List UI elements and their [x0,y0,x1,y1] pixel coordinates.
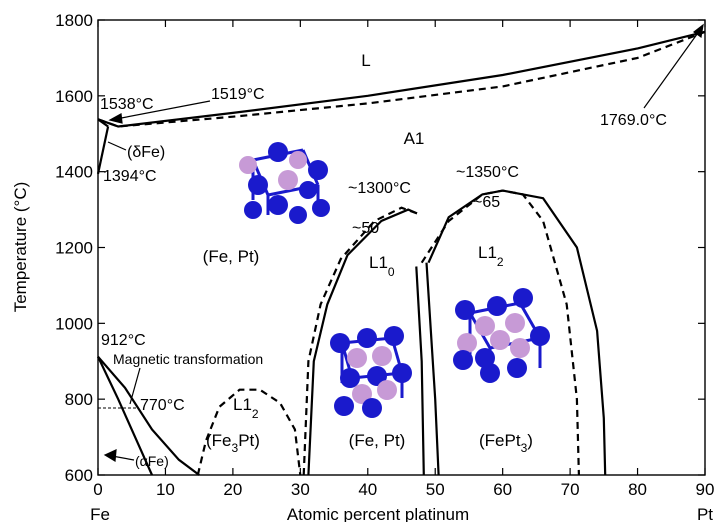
x-tick-label: 0 [93,480,102,499]
x-tick-label: 30 [291,480,310,499]
phase-delta-fe: (δFe) [127,144,165,161]
phase-boundaries [96,30,706,476]
axis-ticks: 0 10 20 30 40 50 60 70 80 90 600 800 1000 1200 1400 160… [55,11,714,499]
label-1394: 1394°C [103,168,157,185]
label-1300: ~1300°C [348,180,411,197]
x-tick-label: 60 [493,480,512,499]
curve-delta-lower [96,126,110,175]
arrow-1519 [115,100,211,120]
phase-alpha-fe: (αFe) [135,453,169,469]
arrow-magnetic [129,367,141,405]
arrowhead-1769 [692,23,704,39]
phase-fe3pt: (Fe3Pt) [206,431,260,455]
annotation-arrows [98,23,704,463]
phase-fe-pt-ordered: (Fe, Pt) [349,431,406,450]
curve-l10-left-solid [307,208,418,476]
curve-l10-right [415,266,425,476]
phase-fe-pt-a1: (Fe, Pt) [203,247,260,266]
plot-frame [97,19,706,476]
curve-delta-upper [97,118,109,128]
curve-alpha-boundary-1 [97,355,200,476]
curve-l12-inner [425,262,440,476]
arrow-delta-fe [107,141,127,151]
y-tick-label: 1000 [55,314,93,333]
label-912: 912°C [101,332,146,349]
x-tick-label: 20 [223,480,242,499]
y-tick-label: 600 [65,466,93,485]
phase-l12-right: L12 [478,243,504,269]
y-tick-label: 1400 [55,163,93,182]
curve-l12-right-solid [427,189,607,476]
x-tick-label: 90 [696,480,715,499]
x-axis-title: Atomic percent platinum [287,505,469,522]
y-axis-title: Temperature (°C) [11,182,30,313]
y-tick-label: 1200 [55,239,93,258]
x-tick-label: 40 [358,480,377,499]
phase-fept3: (FePt3) [479,431,533,455]
label-50: ~50 [352,220,379,237]
x-tick-label: 50 [426,480,445,499]
x-tick-label: 80 [628,480,647,499]
label-magnetic: Magnetic transformation [113,351,263,367]
y-tick-label: 1600 [55,87,93,106]
label-1538: 1538°C [100,96,154,113]
curve-l10-left-dashed [302,206,418,476]
x-tick-label: 10 [156,480,175,499]
y-tick-label: 1800 [55,11,93,30]
phase-liquid: L [361,51,370,70]
crystal-a1-icon [239,142,330,224]
label-1350: ~1350°C [456,164,519,181]
curve-solidus [97,30,706,128]
arrowhead-1519 [108,113,123,124]
label-1769: 1769.0°C [600,112,667,129]
y-tick-label: 800 [65,390,93,409]
label-770: 770°C [140,397,185,414]
endpoint-pt: Pt [697,505,713,522]
crystal-l10-icon [330,326,412,418]
phase-a1: A1 [404,129,425,148]
curve-alpha-boundary-2 [97,356,154,476]
endpoint-fe: Fe [90,505,110,522]
curve-fe3pt-dome [196,388,302,476]
arrowhead-alpha-fe [103,449,117,463]
x-tick-label: 70 [561,480,580,499]
label-1519: 1519°C [211,86,265,103]
arrow-1769 [643,29,701,109]
crystal-l12-icon [453,288,550,383]
phase-l10: L10 [369,253,395,279]
label-65: ~65 [473,194,500,211]
phase-l12-left: L12 [233,395,259,421]
curve-liquidus [97,30,706,128]
